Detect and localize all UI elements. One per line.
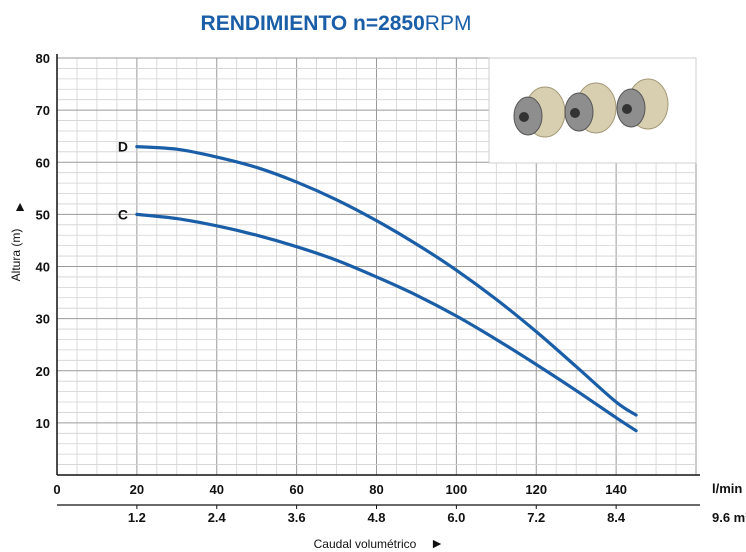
- x-tick-label-lmin: 120: [525, 482, 547, 497]
- y-tick-label: 40: [36, 260, 50, 275]
- x-unit-lmin: l/min: [712, 481, 742, 496]
- x-tick-label-m3h: 2.4: [208, 510, 227, 525]
- x-tick-label-m3h: 4.8: [367, 510, 385, 525]
- y-tick-label: 20: [36, 364, 50, 379]
- x-unit-m3h: 9.6 m³/h: [712, 510, 746, 525]
- chart-title-bold: RENDIMIENTO n=2850: [201, 12, 425, 35]
- x-tick-labels-m3h: 1.2 2.4 3.6 4.8 6.0 7.2 8.4: [128, 505, 626, 525]
- x-tick-label-lmin: 40: [210, 482, 224, 497]
- x-tick-label-lmin: 100: [446, 482, 468, 497]
- chart-title: RENDIMIENTO n=2850RPM: [201, 12, 472, 35]
- y-tick-label: 60: [36, 155, 50, 170]
- x-axis-arrow: ►: [430, 535, 444, 551]
- series-label-d: D: [118, 139, 128, 155]
- x-tick-label-m3h: 3.6: [288, 510, 306, 525]
- y-axis-arrow: ▲: [13, 198, 27, 214]
- y-tick-label: 80: [36, 51, 50, 66]
- x-tick-label-m3h: 7.2: [527, 510, 545, 525]
- impeller-stack-icon: [488, 57, 697, 164]
- series-line-d: [135, 145, 638, 417]
- x-tick-label-lmin: 0: [53, 482, 60, 497]
- x-tick-label-lmin: 140: [605, 482, 627, 497]
- axes: [56, 54, 700, 506]
- x-axis-label: Caudal volumétrico: [314, 537, 417, 551]
- y-tick-label: 70: [36, 103, 50, 118]
- series-line-c: [135, 212, 638, 433]
- curves: [135, 145, 638, 433]
- y-tick-label: 30: [36, 312, 50, 327]
- series-label-c: C: [118, 206, 128, 222]
- chart-title-regular: RPM: [425, 12, 472, 35]
- y-tick-label: 50: [36, 207, 50, 222]
- x-tick-label-m3h: 8.4: [607, 510, 626, 525]
- y-axis-label: Altura (m): [9, 229, 23, 282]
- curve-labels: DC: [118, 139, 128, 223]
- x-tick-labels-lmin: 0 20 40 60 80 100 120 140: [53, 482, 627, 497]
- grid: [56, 57, 697, 476]
- y-tick-label: 10: [36, 416, 50, 431]
- x-tick-label-lmin: 80: [369, 482, 383, 497]
- x-tick-label-m3h: 1.2: [128, 510, 146, 525]
- y-tick-labels: 10 20 30 40 50 60 70 80: [36, 51, 50, 431]
- x-tick-label-m3h: 6.0: [447, 510, 465, 525]
- x-tick-label-lmin: 60: [289, 482, 303, 497]
- x-tick-label-lmin: 20: [130, 482, 144, 497]
